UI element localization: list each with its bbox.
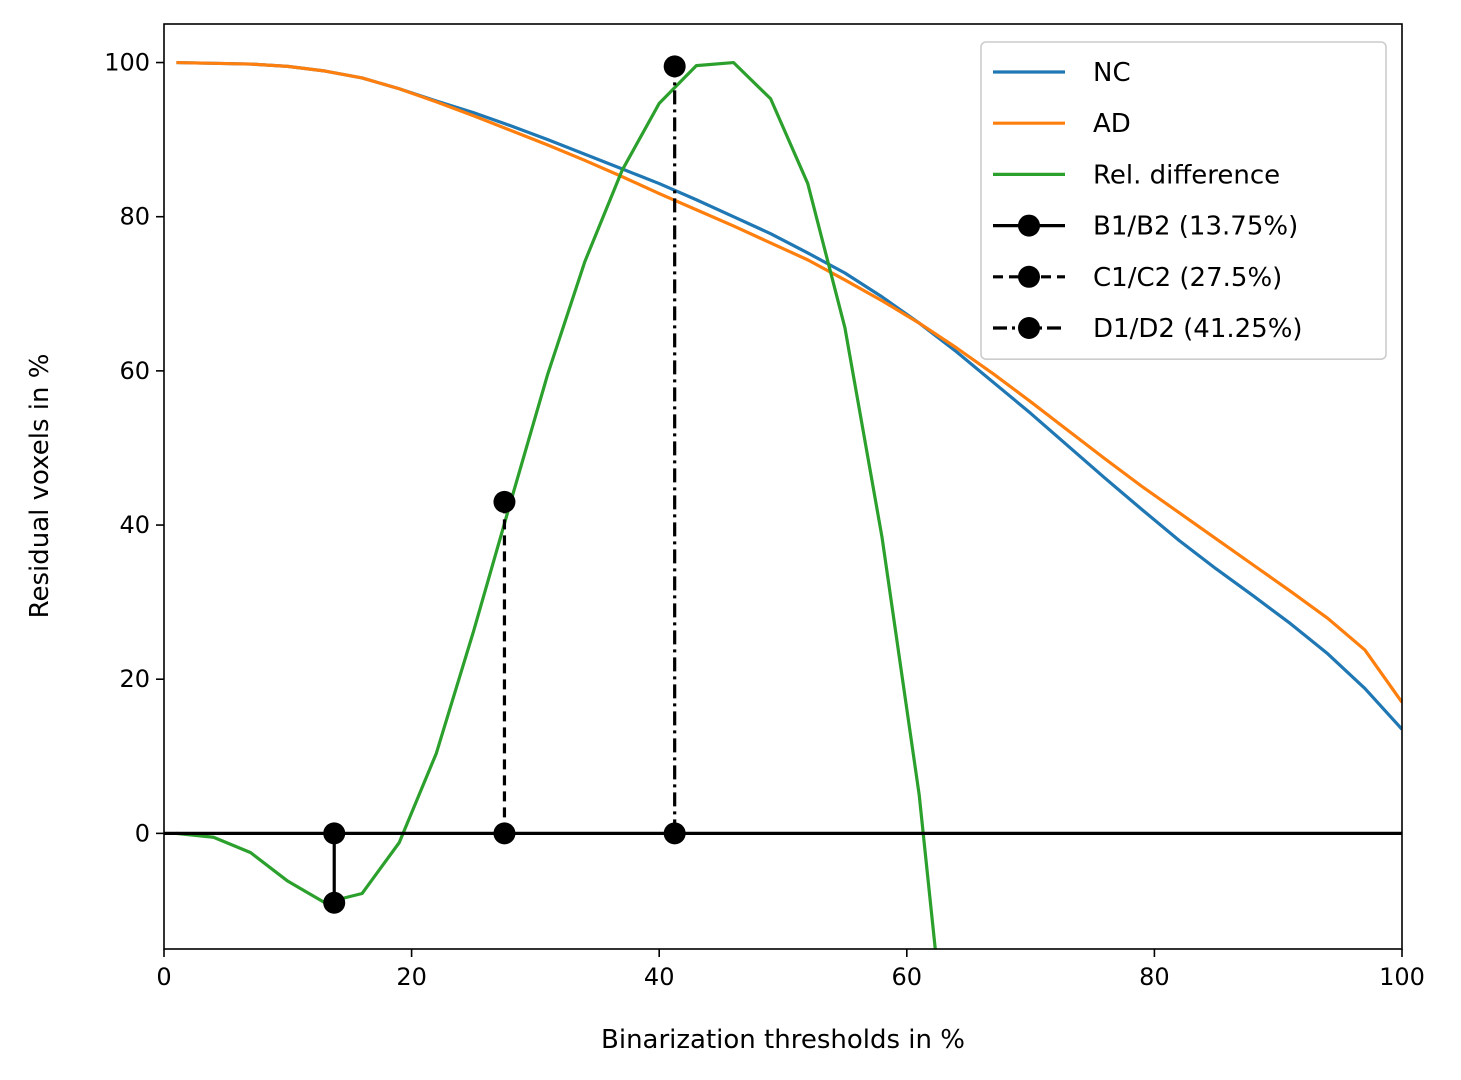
series-line-3	[176, 60, 937, 949]
legend-label-5: C1/C2 (27.5%)	[1093, 263, 1282, 293]
marker-point-1-b	[323, 891, 346, 914]
x-tick-label: 100	[1379, 963, 1425, 991]
y-tick-label: 40	[119, 511, 150, 539]
series-line-2	[176, 60, 1402, 704]
y-axis-label: Residual voxels in %	[25, 354, 55, 619]
legend-label-1: NC	[1093, 58, 1131, 88]
legend-marker-6	[1018, 317, 1040, 339]
x-tick-label: 40	[644, 963, 675, 991]
marker-point-1-a	[323, 822, 346, 845]
legend-label-4: B1/B2 (13.75%)	[1093, 212, 1298, 242]
legend-label-2: AD	[1093, 109, 1131, 139]
marker-point-2-b	[493, 490, 516, 513]
legend-marker-5	[1018, 265, 1040, 288]
legend-label-3: Rel. difference	[1093, 160, 1280, 190]
y-tick-label: 100	[104, 49, 150, 77]
y-tick-label: 80	[119, 203, 150, 231]
x-tick-label: 60	[892, 963, 923, 991]
legend-marker-4	[1018, 214, 1040, 237]
y-axis: 0 20 40 60 80 100	[104, 49, 164, 847]
x-axis-label: Binarization thresholds in %	[601, 1025, 965, 1055]
x-tick-label: 80	[1139, 963, 1170, 991]
y-tick-label: 0	[135, 819, 150, 847]
marker-point-3-a	[663, 822, 686, 845]
y-tick-label: 60	[119, 357, 150, 385]
legend-box	[980, 41, 1387, 361]
legend-label-6: D1/D2 (41.25%)	[1093, 314, 1303, 344]
marker-point-2-a	[493, 822, 516, 845]
plot-frame	[163, 23, 1403, 950]
x-tick-label: 0	[156, 963, 171, 991]
x-tick-label: 20	[396, 963, 427, 991]
markers-layer	[323, 55, 686, 914]
plot-content	[164, 60, 1402, 949]
marker-point-3-b	[663, 55, 686, 78]
legend: NC AD Rel. difference B1/B2 (13.75%) C1/C2 (…	[980, 41, 1387, 361]
x-axis: 0 20 40 60 80 100	[156, 949, 1425, 991]
y-tick-label: 20	[119, 665, 150, 693]
